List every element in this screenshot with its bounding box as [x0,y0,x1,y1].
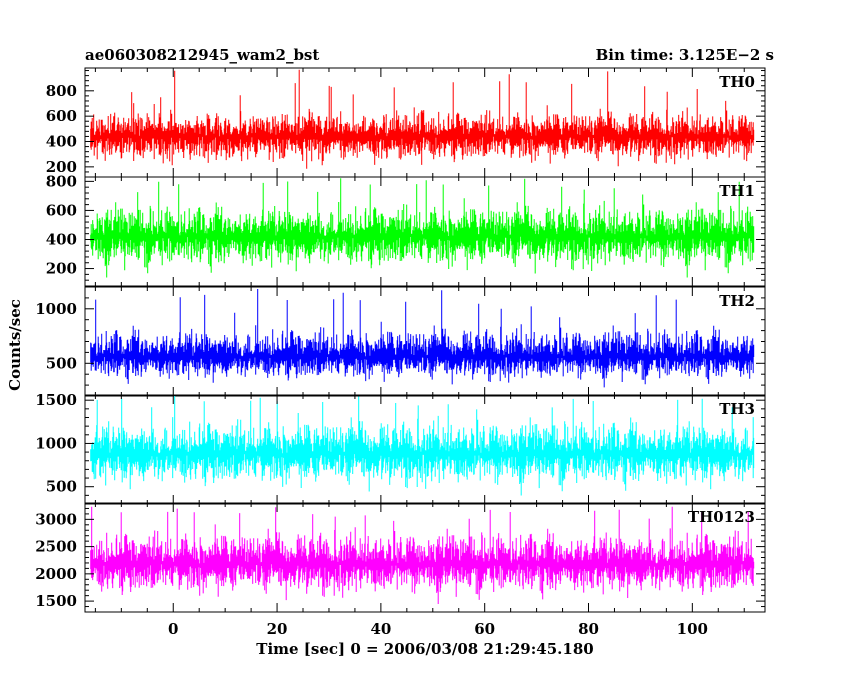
plot-title: ae060308212945_wam2_bst [85,46,319,64]
series-label: TH0 [719,73,755,91]
y-tick-label: 500 [46,478,77,496]
x-tick-label: 20 [267,620,288,638]
series-th0123-line [90,506,755,604]
series-th3-line [90,396,755,496]
y-tick-label: 1500 [35,592,77,610]
x-tick-labels: 0 20 40 60 80 100 [168,620,708,638]
y-tick-label: 1000 [35,434,77,452]
y-tick-label: 600 [46,107,77,125]
y-tick-label: 200 [46,158,77,176]
series-th2-line [90,289,755,388]
panel-th0123: 1500 2000 2500 3000 TH0123 [35,502,766,613]
x-tick-label: 60 [474,620,495,638]
x-tick-label: 100 [677,620,708,638]
panel-th3: 500 1000 1500 TH3 [35,391,766,505]
y-tick-label: 500 [46,354,77,372]
series-label: TH0123 [688,508,755,526]
panel-frame [84,176,766,287]
y-tick-label: 2500 [35,538,77,556]
series-label: TH2 [719,292,755,310]
series-label: TH3 [719,400,755,418]
y-tick-label: 1000 [35,300,77,318]
series-th0-line [90,69,755,169]
y-tick-label: 600 [46,201,77,219]
panel-group: 200 400 600 800 TH0 200 400 600 800 TH1 500 1000 TH2… [35,67,766,613]
panel-frame [84,67,766,178]
y-axis-label: Counts/sec [6,299,24,391]
series-th1-line [90,178,755,278]
panel-th0: 200 400 600 800 TH0 [46,67,766,178]
y-tick-label: 2000 [35,565,77,583]
y-tick-label: 200 [46,260,77,278]
x-tick-label: 40 [370,620,391,638]
panel-th2: 500 1000 TH2 [35,286,766,397]
y-tick-label: 800 [46,82,77,100]
y-tick-label: 400 [46,230,77,248]
x-tick-label: 0 [168,620,178,638]
x-tick-label: 80 [578,620,599,638]
bin-time-label: Bin time: 3.125E−2 s [596,46,774,64]
y-tick-label: 3000 [35,510,77,528]
x-axis-label: Time [sec] 0 = 2006/03/08 21:29:45.180 [256,640,593,658]
y-tick-label: 1500 [35,391,77,409]
series-label: TH1 [719,182,755,200]
y-tick-label: 400 [46,133,77,151]
panel-th1: 200 400 600 800 TH1 [46,172,766,287]
panel-frame [84,394,766,505]
y-tick-label: 800 [46,172,77,190]
